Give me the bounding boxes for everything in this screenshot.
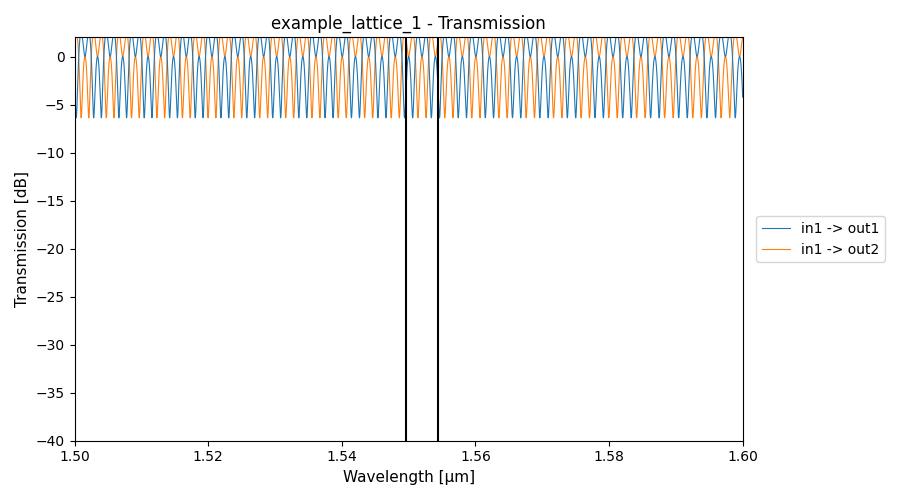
in1 -> out2 <box>385 106 396 112</box>
in1 -> out1 <box>69 77 80 83</box>
in1 -> out2 <box>498 54 508 60</box>
Legend: in1 -> out1, in1 -> out2: in1 -> out1, in1 -> out2 <box>756 216 885 262</box>
in1 -> out1 <box>236 34 247 40</box>
in1 -> out1 <box>737 94 748 100</box>
in1 -> out2 <box>737 34 748 40</box>
in1 -> out1 <box>498 52 508 59</box>
in1 -> out1 <box>385 34 396 40</box>
in1 -> out2 <box>547 109 558 115</box>
Line: in1 -> out1: in1 -> out1 <box>75 38 742 118</box>
in1 -> out2 <box>236 107 247 113</box>
X-axis label: Wavelength [μm]: Wavelength [μm] <box>343 470 474 485</box>
in1 -> out1 <box>75 34 86 40</box>
in1 -> out2 <box>69 38 80 44</box>
Line: in1 -> out2: in1 -> out2 <box>75 38 742 118</box>
in1 -> out2 <box>420 115 431 121</box>
in1 -> out1 <box>473 34 484 40</box>
Title: example_lattice_1 - Transmission: example_lattice_1 - Transmission <box>271 15 546 34</box>
in1 -> out1 <box>547 34 558 40</box>
in1 -> out1 <box>241 115 252 121</box>
in1 -> out2 <box>694 78 705 84</box>
Y-axis label: Transmission [dB]: Transmission [dB] <box>15 171 30 307</box>
in1 -> out1 <box>694 38 705 44</box>
in1 -> out2 <box>473 90 484 96</box>
in1 -> out2 <box>69 34 80 40</box>
